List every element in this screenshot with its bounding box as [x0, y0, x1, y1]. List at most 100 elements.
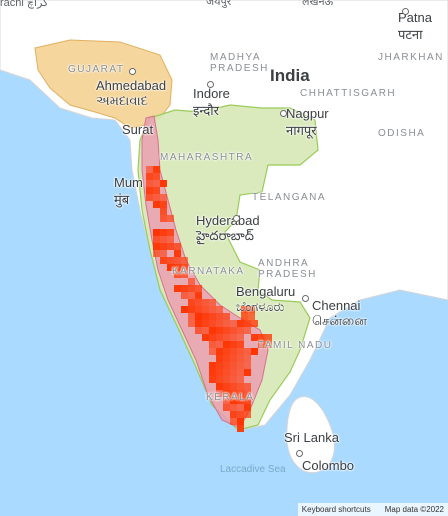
occurrence-cell: [181, 257, 188, 264]
occurrence-cell: [230, 320, 237, 327]
region-green: [137, 104, 319, 431]
map-data-attribution: Map data ©2022: [384, 505, 444, 514]
occurrence-cell: [216, 306, 223, 313]
occurrence-cell: [209, 362, 216, 369]
occurrence-cell: [195, 313, 202, 320]
label-state-gujarat: GUJARAT: [68, 64, 125, 75]
label-top-2: लखनऊ: [302, 0, 334, 8]
city-dot-indore: [207, 81, 214, 88]
occurrence-cell: [223, 334, 230, 341]
label-sri-lanka: Sri Lanka: [284, 430, 339, 445]
occurrence-cell: [167, 243, 174, 250]
occurrence-cell: [244, 397, 251, 404]
occurrence-grid: [146, 166, 272, 432]
occurrence-cell: [216, 369, 223, 376]
occurrence-cell: [230, 404, 237, 411]
map-footer: Keyboard shortcuts Map data ©2022: [297, 503, 448, 516]
occurrence-cell: [244, 369, 251, 376]
occurrence-cell: [237, 425, 244, 432]
occurrence-cell: [237, 376, 244, 383]
label-ahmedabad: Ahmedabad અમદાવાદ: [96, 78, 167, 108]
occurrence-cell: [230, 362, 237, 369]
occurrence-cell: [230, 355, 237, 362]
occurrence-cell: [237, 320, 244, 327]
label-state-tamil-nadu: TAMIL NADU: [258, 340, 333, 351]
occurrence-cell: [216, 348, 223, 355]
occurrence-cell: [237, 397, 244, 404]
occurrence-cell: [146, 187, 153, 194]
occurrence-cell: [160, 257, 167, 264]
occurrence-cell: [202, 320, 209, 327]
occurrence-cell: [216, 327, 223, 334]
occurrence-cell: [195, 299, 202, 306]
occurrence-cell: [160, 194, 167, 201]
occurrence-cell: [160, 236, 167, 243]
occurrence-cell: [153, 201, 160, 208]
label-karachi: rachi کراچ: [0, 0, 49, 9]
occurrence-cell: [153, 173, 160, 180]
label-state-odisha: ODISHA: [378, 128, 426, 139]
occurrence-cell: [230, 376, 237, 383]
occurrence-cell: [153, 243, 160, 250]
occurrence-cell: [223, 369, 230, 376]
occurrence-cell: [244, 320, 251, 327]
occurrence-cell: [209, 369, 216, 376]
occurrence-cell: [216, 390, 223, 397]
label-mumbai: Mum मुंब: [114, 175, 143, 207]
occurrence-cell: [244, 390, 251, 397]
label-patna: Patna पटना: [398, 10, 432, 42]
label-state-karnataka: KARNATAKA: [172, 266, 245, 277]
occurrence-cell: [223, 320, 230, 327]
label-state-telangana: TELANGANA: [252, 192, 327, 203]
occurrence-cell: [209, 376, 216, 383]
occurrence-cell: [223, 355, 230, 362]
city-dot-chennai: [302, 295, 309, 302]
occurrence-cell: [237, 362, 244, 369]
occurrence-cell: [195, 292, 202, 299]
occurrence-cell: [244, 383, 251, 390]
occurrence-cell: [244, 411, 251, 418]
occurrence-cell: [202, 313, 209, 320]
occurrence-cell: [153, 229, 160, 236]
occurrence-cell: [223, 383, 230, 390]
occurrence-cell: [241, 313, 248, 320]
occurrence-cell: [237, 355, 244, 362]
occurrence-cell: [223, 341, 230, 348]
occurrence-cell: [188, 278, 195, 285]
occurrence-cell: [209, 341, 216, 348]
occurrence-cell: [188, 285, 195, 292]
label-bengaluru: Bengaluru ಬೆಂಗಳೂರು: [236, 284, 296, 314]
occurrence-cell: [160, 201, 167, 208]
occurrence-cell: [230, 341, 237, 348]
occurrence-cell: [237, 411, 244, 418]
occurrence-cell: [181, 271, 188, 278]
occurrence-cell: [209, 348, 216, 355]
occurrence-cell: [230, 390, 237, 397]
occurrence-cell: [216, 383, 223, 390]
occurrence-cell: [195, 285, 202, 292]
occurrence-cell: [251, 348, 258, 355]
occurrence-cell: [209, 313, 216, 320]
occurrence-cell: [223, 390, 230, 397]
occurrence-cell: [188, 299, 195, 306]
occurrence-cell: [237, 383, 244, 390]
occurrence-cell: [223, 404, 230, 411]
occurrence-cell: [188, 320, 195, 327]
city-dot-ahmedabad: [129, 68, 136, 75]
occurrence-cell: [153, 187, 160, 194]
occurrence-cell: [174, 243, 181, 250]
occurrence-cell: [146, 180, 153, 187]
occurrence-cell: [248, 313, 255, 320]
occurrence-cell: [216, 376, 223, 383]
occurrence-cell: [237, 334, 244, 341]
occurrence-cell: [258, 334, 265, 341]
occurrence-cell: [237, 418, 244, 425]
label-state-andhra: ANDHRA PRADESH: [258, 258, 317, 280]
keyboard-shortcuts-link[interactable]: Keyboard shortcuts: [301, 505, 371, 514]
label-chennai: Chennai சென்னை: [312, 298, 367, 328]
occurrence-cell: [167, 229, 174, 236]
occurrence-cell: [265, 341, 272, 348]
occurrence-cell: [160, 208, 167, 215]
